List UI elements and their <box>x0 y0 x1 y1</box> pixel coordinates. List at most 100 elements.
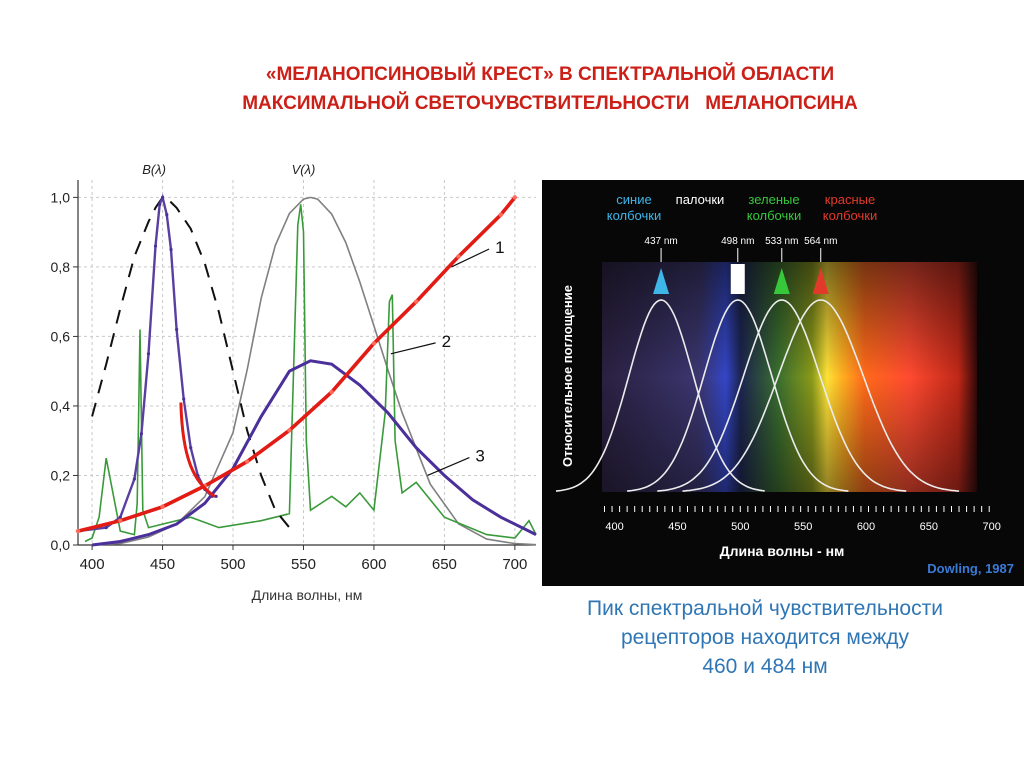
dowling-panel: 437 nm 498 nm 533 nm 564 nm синие колбочки пал… <box>542 180 1024 586</box>
x-tick-label: 500 <box>220 556 245 573</box>
blue-emission-point <box>175 327 179 332</box>
blue-emission-point <box>132 477 136 481</box>
receptor-label-line1: палочки <box>676 192 725 207</box>
receptor-label-line1: зеленые <box>748 192 799 207</box>
curve-1-point <box>118 518 123 523</box>
receptor-label-line2: колбочки <box>747 208 801 223</box>
y-tick-label: 0,2 <box>51 467 71 483</box>
right-x-tick-label: 700 <box>983 521 1001 533</box>
x-tick-label: 450 <box>150 556 175 573</box>
right-x-tick-label: 450 <box>668 521 686 533</box>
cone-peak-marker <box>812 268 829 294</box>
blue-emission-point <box>153 244 158 248</box>
label-1: 1 <box>495 238 504 257</box>
right-x-tick-label: 600 <box>857 521 875 533</box>
left-chart-series <box>75 193 537 547</box>
x-tick-label: 550 <box>291 556 316 573</box>
title-line-1: «МЕЛАНОПСИНОВЫЙ КРЕСТ» В СПЕКТРАЛЬНОЙ ОБ… <box>265 64 835 85</box>
melanopsin-red-fragment <box>179 402 216 498</box>
curve-1-point <box>329 389 334 395</box>
v-lambda-label: V(λ) <box>292 162 316 177</box>
peak-wavelength-label: 564 nm <box>804 236 837 247</box>
peak-sensitivity-note: Пик спектральной чувствительности рецепт… <box>530 594 1000 681</box>
y-tick-label: 0,8 <box>51 259 71 275</box>
b-lambda-curve <box>91 196 291 529</box>
y-tick-label: 0,6 <box>51 328 71 344</box>
blue-emission-point <box>165 213 169 217</box>
y-tick-label: 0,0 <box>51 537 71 553</box>
spectral-chart-left: 400 450 500 550 600 650 700 0,0 0,2 0,4 0,6 0,8 1,0 Д… <box>51 162 537 603</box>
x-tick-label: 700 <box>502 556 527 573</box>
receptor-label-line2: колбочки <box>607 208 661 223</box>
peak-wavelength-label: 498 nm <box>721 236 754 247</box>
receptor-label-line1: красные <box>825 192 875 207</box>
right-x-axis-label: Длина волны - нм <box>720 543 845 559</box>
blue-emission-curve <box>77 193 217 533</box>
curve-1-point <box>244 459 250 464</box>
receptor-label-line2: колбочки <box>823 208 877 223</box>
blue-emission-point <box>139 432 144 436</box>
y-tick-label: 1,0 <box>51 189 71 205</box>
blue-emission-point <box>118 515 122 519</box>
right-y-axis-label: Относительное поглощение <box>560 285 575 467</box>
blue-emission-point <box>182 397 186 401</box>
right-x-tick-label: 400 <box>605 521 623 533</box>
left-chart-labels: 400 450 500 550 600 650 700 0,0 0,2 0,4 0,6 0,8 1,0 Д… <box>51 162 528 603</box>
right-chart-curves <box>555 299 960 492</box>
absorption-curve <box>657 299 907 492</box>
right-x-tick-label: 650 <box>920 521 938 533</box>
cone-peak-marker <box>773 268 790 294</box>
curve-1-point <box>456 254 461 259</box>
blue-emission-point <box>189 446 193 450</box>
curve-2-green-spectrum <box>84 204 537 543</box>
right-x-tick-label: 550 <box>794 521 812 533</box>
curve-3-purple <box>91 359 537 547</box>
cone-peak-marker <box>653 268 670 294</box>
curve-1-point <box>414 299 419 304</box>
spectral-chart-right: 437 nm 498 nm 533 nm 564 nmсиниеколбочкипал… <box>555 192 1014 576</box>
title-line-2: МАКСИМАЛЬНОЙ СВЕТОЧУВСТВИТЕЛЬНОСТИ МЕЛАН… <box>242 93 858 114</box>
blue-emission-point <box>104 526 108 530</box>
blue-emission-point <box>214 494 218 498</box>
right-chart-axis <box>604 506 990 512</box>
curve-1-point <box>75 528 81 534</box>
left-chart-axes <box>73 180 536 550</box>
right-x-tick-label: 500 <box>731 521 749 533</box>
peak-wavelength-label: 533 nm <box>765 236 798 247</box>
note-line-2: рецепторов находится между <box>620 626 910 649</box>
slide-title: «МЕЛАНОПСИНОВЫЙ КРЕСТ» В СПЕКТРАЛЬНОЙ ОБ… <box>150 60 950 118</box>
curve-1-point <box>287 428 292 433</box>
note-line-1: Пик спектральной чувствительности <box>587 597 943 620</box>
label-1-arrow <box>451 248 490 268</box>
label-3: 3 <box>475 447 484 466</box>
rod-peak-marker <box>730 264 745 294</box>
y-tick-label: 0,4 <box>51 398 71 414</box>
curve-1-point <box>512 195 518 200</box>
spectrum-shade <box>602 262 977 492</box>
note-line-3: 460 и 484 нм <box>702 655 828 678</box>
receptor-label-line1: синие <box>616 192 651 207</box>
curve-1-point <box>371 341 377 346</box>
curve-1-point <box>498 212 503 217</box>
peak-wavelength-label: 437 nm <box>644 236 677 247</box>
credit-label: Dowling, 1987 <box>927 561 1014 576</box>
blue-emission-point <box>158 202 162 206</box>
label-2: 2 <box>442 332 451 351</box>
x-tick-label: 400 <box>80 556 105 573</box>
label-3-arrow <box>427 457 470 477</box>
blue-emission-point <box>160 195 165 199</box>
x-tick-label: 600 <box>361 556 386 573</box>
blue-emission-point <box>169 247 173 252</box>
right-chart-markers <box>653 248 829 294</box>
x-tick-label: 650 <box>432 556 457 573</box>
v-lambda-curve <box>92 196 537 546</box>
x-axis-label: Длина волны, нм <box>252 587 363 603</box>
curve-1-red <box>77 196 517 533</box>
blue-emission-point <box>146 352 151 356</box>
absorption-curve <box>627 299 849 492</box>
b-lambda-label: B(λ) <box>142 162 166 177</box>
label-2-arrow <box>390 342 436 355</box>
curve-1-point <box>160 504 165 509</box>
absorption-curve <box>682 299 960 492</box>
right-chart-labels: 437 nm 498 nm 533 nm 564 nmсиниеколбочкипал… <box>560 192 1014 576</box>
